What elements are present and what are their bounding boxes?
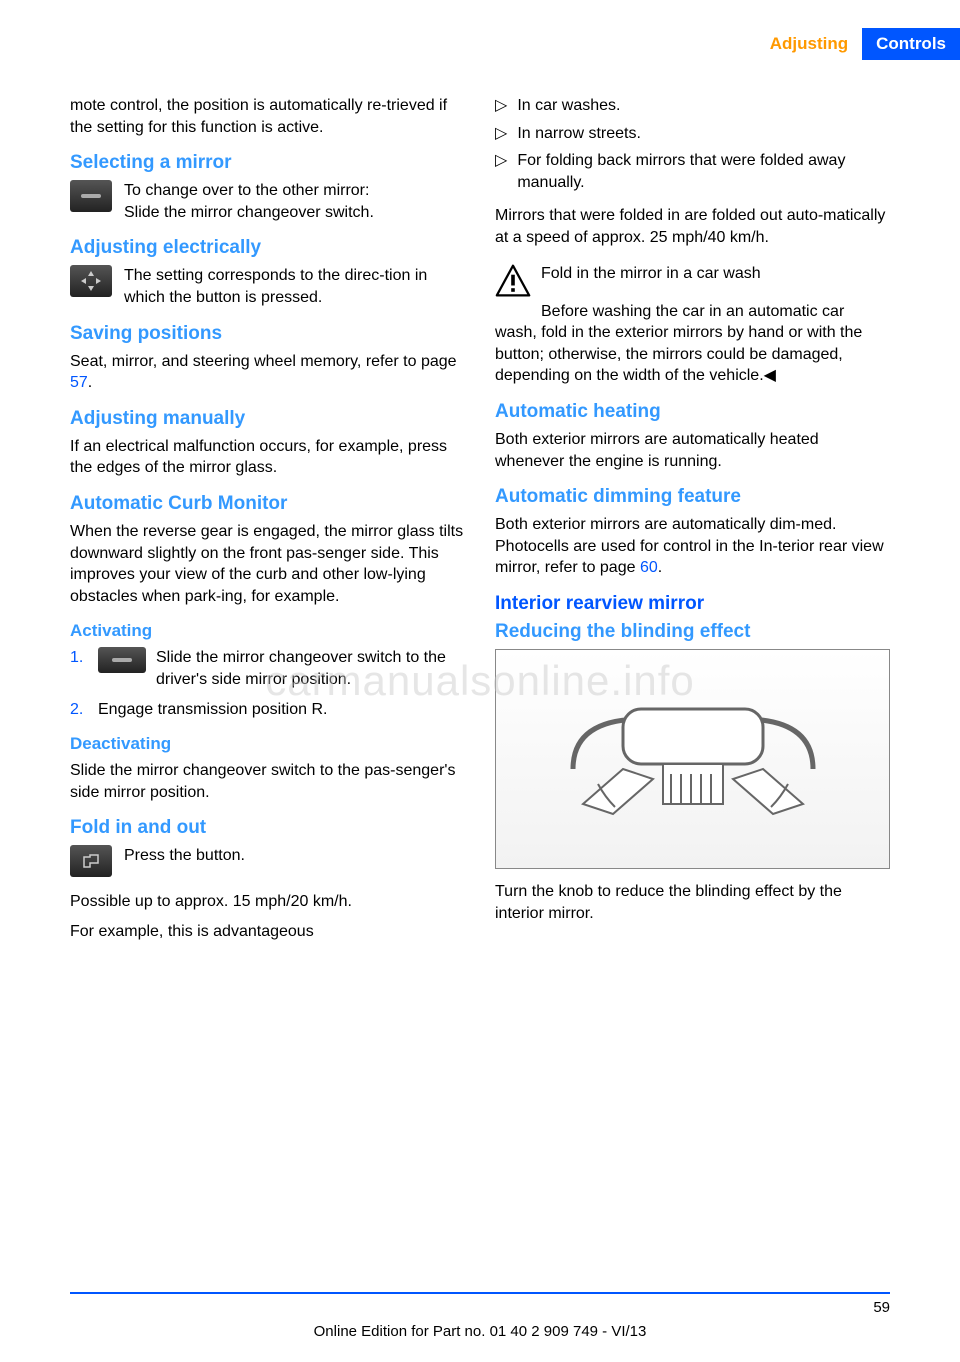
- mirrors-fold-text: Mirrors that were folded in are folded o…: [495, 205, 890, 248]
- auto-dimming-heading: Automatic dimming feature: [495, 486, 890, 508]
- fold-text: Press the button.: [124, 845, 465, 867]
- saving-dot: .: [88, 374, 92, 391]
- warning-body: Before washing the car in an automatic c…: [495, 301, 890, 387]
- warning-icon: [495, 263, 531, 299]
- fold-heading: Fold in and out: [70, 817, 465, 839]
- page-ref-57[interactable]: 57: [70, 374, 88, 391]
- dpad-icon: [70, 265, 112, 297]
- bullet-2: ▷ In narrow streets.: [495, 123, 890, 145]
- activating-step-1: 1. Slide the mirror changeover switch to…: [70, 647, 465, 690]
- bullet-mark-icon: ▷: [495, 123, 507, 145]
- fold-row: Press the button.: [70, 845, 465, 877]
- selecting-t2: Slide the mirror changeover switch.: [124, 204, 374, 221]
- adjust-electrically-text: The setting corresponds to the direc‐tio…: [124, 265, 465, 308]
- activating-heading: Activating: [70, 621, 465, 641]
- auto-heating-heading: Automatic heating: [495, 401, 890, 423]
- autodim-t: Both exterior mirrors are automatically …: [495, 516, 884, 576]
- column-right: ▷ In car washes. ▷ In narrow streets. ▷ …: [495, 95, 890, 956]
- content: mote control, the position is automatica…: [70, 95, 890, 956]
- bullet-mark-icon: ▷: [495, 95, 507, 117]
- bullet-1-text: In car washes.: [517, 95, 890, 117]
- bullet-3: ▷ For folding back mirrors that were fol…: [495, 150, 890, 193]
- bullet-1: ▷ In car washes.: [495, 95, 890, 117]
- bullet-2-text: In narrow streets.: [517, 123, 890, 145]
- fold-p2: For example, this is advantageous: [70, 921, 465, 943]
- step-2-num: 2.: [70, 699, 88, 721]
- bullet-mark-icon: ▷: [495, 150, 507, 193]
- fold-p1: Possible up to approx. 15 mph/20 km/h.: [70, 891, 465, 913]
- adjust-manually-text: If an electrical malfunction occurs, for…: [70, 436, 465, 479]
- deactivating-heading: Deactivating: [70, 734, 465, 754]
- bullet-3-text: For folding back mirrors that were folde…: [517, 150, 890, 193]
- autodim-dot: .: [658, 559, 662, 576]
- changeover-switch-icon-small: [98, 647, 146, 673]
- interior-mirror-heading: Interior rearview mirror: [495, 593, 890, 615]
- intro-text: mote control, the position is automatica…: [70, 95, 465, 138]
- footer-line: [70, 1292, 890, 1294]
- adjust-electrically-heading: Adjusting electrically: [70, 237, 465, 259]
- selecting-mirror-row: To change over to the other mirror: Slid…: [70, 180, 465, 223]
- reducing-blinding-text: Turn the knob to reduce the blinding eff…: [495, 881, 890, 924]
- step-1-text: Slide the mirror changeover switch to th…: [156, 647, 465, 690]
- auto-heating-text: Both exterior mirrors are automatically …: [495, 429, 890, 472]
- activating-step-2: 2. Engage transmission position R.: [70, 699, 465, 721]
- warning-row: Fold in the mirror in a car wash: [495, 263, 890, 299]
- saving-t: Seat, mirror, and steering wheel memory,…: [70, 353, 457, 370]
- curb-monitor-text: When the reverse gear is engaged, the mi…: [70, 521, 465, 607]
- step-1-num: 1.: [70, 647, 88, 690]
- curb-monitor-heading: Automatic Curb Monitor: [70, 493, 465, 515]
- saving-positions-text: Seat, mirror, and steering wheel memory,…: [70, 351, 465, 394]
- step-2-text: Engage transmission position R.: [98, 699, 465, 721]
- header-tab-controls: Controls: [862, 28, 960, 60]
- footer-text: Online Edition for Part no. 01 40 2 909 …: [0, 1323, 960, 1340]
- selecting-t1: To change over to the other mirror:: [124, 182, 369, 199]
- warning-title: Fold in the mirror in a car wash: [541, 263, 890, 285]
- header-tab-adjusting: Adjusting: [756, 28, 862, 60]
- adjust-manually-heading: Adjusting manually: [70, 408, 465, 430]
- page-ref-60[interactable]: 60: [640, 559, 658, 576]
- deactivating-text: Slide the mirror changeover switch to th…: [70, 760, 465, 803]
- page-number: 59: [873, 1299, 890, 1316]
- interior-mirror-illustration: [495, 649, 890, 869]
- auto-dimming-text: Both exterior mirrors are automatically …: [495, 514, 890, 579]
- reducing-blinding-heading: Reducing the blinding effect: [495, 621, 890, 643]
- column-left: mote control, the position is automatica…: [70, 95, 465, 956]
- changeover-switch-icon: [70, 180, 112, 212]
- adjust-electrically-row: The setting corresponds to the direc‐tio…: [70, 265, 465, 308]
- selecting-mirror-heading: Selecting a mirror: [70, 152, 465, 174]
- header: Adjusting Controls: [756, 28, 960, 60]
- fold-button-icon: [70, 845, 112, 877]
- saving-positions-heading: Saving positions: [70, 323, 465, 345]
- selecting-mirror-text: To change over to the other mirror: Slid…: [124, 180, 465, 223]
